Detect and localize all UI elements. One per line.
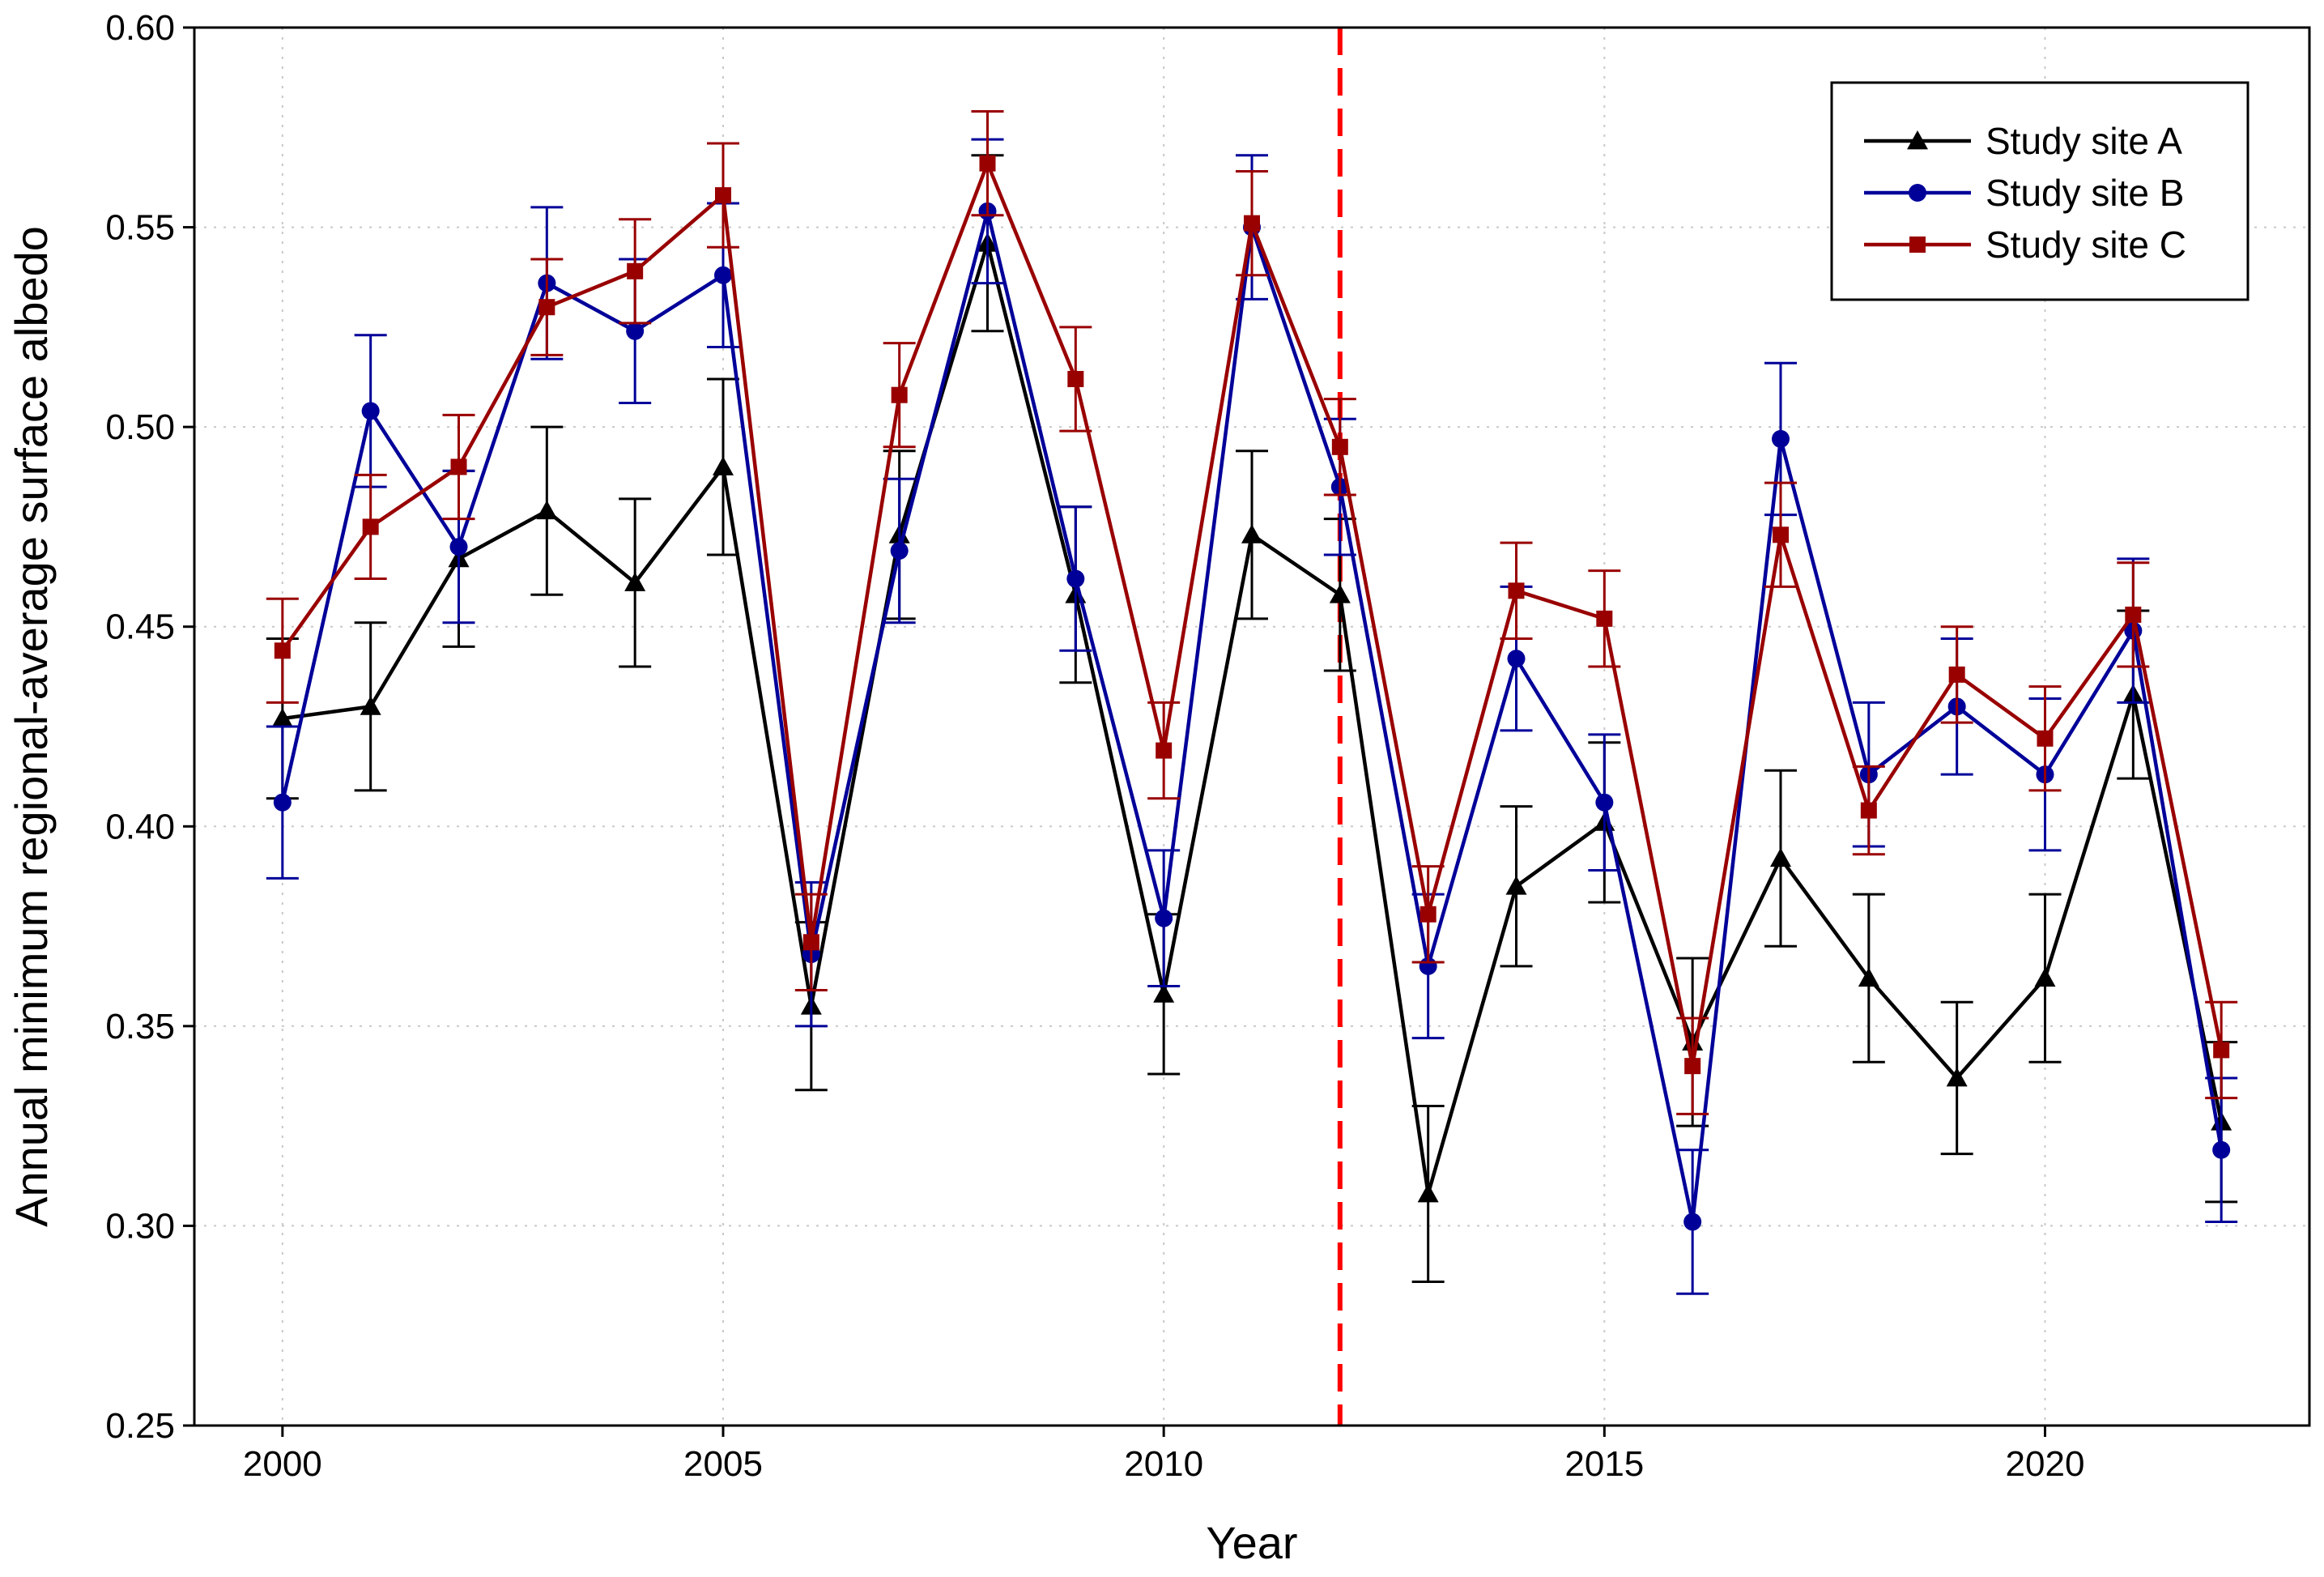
- x-tick-label: 2015: [1564, 1444, 1644, 1484]
- data-point: [1155, 909, 1173, 927]
- legend-items: Study site A Study site B Study site C: [1864, 120, 2186, 266]
- data-point: [891, 386, 908, 403]
- y-tick-label: 0.60: [105, 8, 175, 48]
- y-tick-label: 0.40: [105, 807, 175, 846]
- data-point: [449, 538, 468, 556]
- series-2: [266, 138, 2238, 1295]
- x-tick-label: 2005: [683, 1444, 763, 1484]
- data-point: [1066, 569, 1085, 588]
- plot-frame: [193, 26, 2311, 1427]
- data-point: [1331, 438, 1348, 455]
- data-point: [714, 266, 732, 284]
- y-tick-label: 0.30: [105, 1206, 175, 1246]
- x-tick-label: 2010: [1124, 1444, 1203, 1484]
- legend-item: Study site C: [1864, 224, 2186, 266]
- data-point: [1772, 429, 1790, 448]
- data-point: [890, 542, 909, 560]
- data-point: [1417, 1183, 1439, 1203]
- legend-label: Study site C: [1986, 224, 2186, 266]
- legend-swatch-marker: [1909, 184, 1926, 202]
- data-point: [1860, 802, 1877, 819]
- data-point: [979, 155, 996, 172]
- y-tick-label: 0.45: [105, 607, 175, 647]
- data-point: [715, 187, 731, 204]
- data-point: [1946, 1067, 1968, 1087]
- data-point: [2034, 967, 2056, 987]
- data-point: [1858, 967, 1879, 987]
- data-point: [626, 322, 645, 340]
- legend: Study site A Study site B Study site C: [1830, 81, 2250, 301]
- y-tick-label: 0.35: [105, 1007, 175, 1046]
- data-point: [1683, 1213, 1702, 1231]
- y-tick-label: 0.55: [105, 208, 175, 248]
- data-point: [271, 708, 293, 727]
- data-point: [274, 642, 291, 659]
- data-point: [1156, 742, 1173, 759]
- data-point: [450, 458, 467, 475]
- data-point: [273, 793, 292, 812]
- data-point: [1595, 793, 1614, 812]
- data-point: [360, 696, 381, 715]
- data-point: [1329, 584, 1351, 603]
- legend-swatch-marker: [1909, 237, 1926, 253]
- data-point: [362, 518, 379, 535]
- legend-item: Study site A: [1864, 120, 2182, 162]
- data-point: [2212, 1140, 2231, 1159]
- data-point: [1507, 650, 1526, 668]
- data-point: [627, 262, 644, 279]
- y-axis-title: Annual minimum regional-average surface …: [6, 226, 57, 1227]
- legend-label: Study site B: [1986, 172, 2184, 214]
- data-point: [1773, 526, 1789, 543]
- legend-label: Study site A: [1986, 120, 2182, 162]
- data-point: [538, 299, 555, 316]
- y-tick-label: 0.25: [105, 1406, 175, 1446]
- data-point: [536, 500, 558, 520]
- data-point: [361, 402, 380, 420]
- data-point: [1770, 847, 1791, 867]
- data-point: [713, 456, 734, 475]
- data-point: [1948, 666, 1965, 683]
- data-point: [2037, 730, 2054, 747]
- data-point: [1508, 582, 1525, 599]
- data-point: [624, 572, 646, 591]
- x-tick-label: 2000: [243, 1444, 322, 1484]
- series-3: [266, 110, 2238, 1115]
- x-tick-label: 2020: [2006, 1444, 2085, 1484]
- ticks: 2000 2005 2010 2015 2020 0.25 0.30 0.35 0.40 0.45…: [105, 8, 2084, 1484]
- series-layer: [266, 110, 2238, 1295]
- y-tick-label: 0.50: [105, 407, 175, 447]
- data-point: [1067, 370, 1084, 387]
- x-axis-title: Year: [1206, 1517, 1297, 1568]
- data-point: [1684, 1058, 1701, 1075]
- data-point: [1505, 876, 1527, 895]
- data-point: [802, 934, 819, 951]
- data-point: [1241, 524, 1262, 543]
- data-point: [1244, 215, 1260, 232]
- data-point: [1420, 906, 1437, 923]
- data-point: [1153, 983, 1175, 1003]
- data-point: [2125, 606, 2142, 623]
- data-point: [1596, 610, 1613, 627]
- legend-swatch-marker: [1907, 130, 1928, 150]
- legend-item: Study site B: [1864, 172, 2184, 214]
- data-point: [2213, 1042, 2230, 1059]
